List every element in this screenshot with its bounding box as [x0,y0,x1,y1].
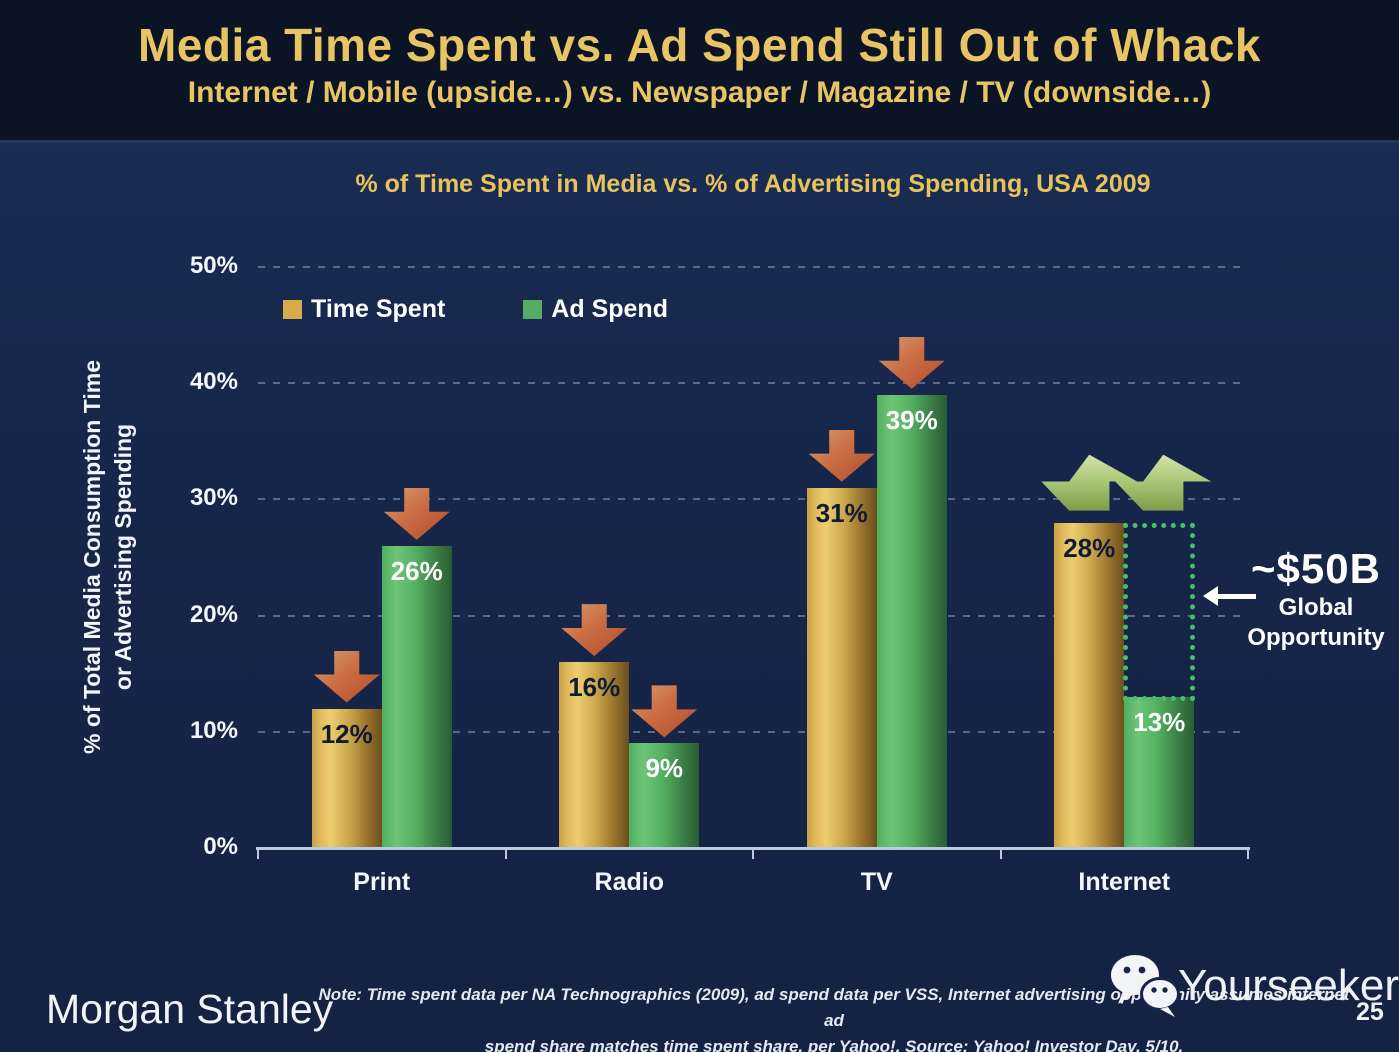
y-tick-label: 20% [189,600,238,628]
x-category-label-internet: Internet [1078,868,1171,896]
down-arrow-icon [631,685,698,738]
bar-time-spent-radio: 16% [559,662,630,848]
watermark: Yourseeker [1108,952,1399,1020]
opportunity-dotted-box [1123,522,1196,701]
bar-value-label: 26% [390,555,443,586]
gridline-40 [258,382,1248,385]
brand-logo: Morgan Stanley [46,986,334,1032]
bar-value-label: 9% [645,753,684,784]
opportunity-caption-line2: Opportunity [1247,624,1385,651]
bar-time-spent-tv: 31% [806,487,877,848]
chart-title: % of Time Spent in Media vs. % of Advert… [355,170,1151,198]
y-tick-label: 30% [189,484,238,512]
x-category-label-radio: Radio [594,868,664,896]
slide-header: Media Time Spent vs. Ad Spend Still Out … [0,0,1399,143]
bar-value-label: 39% [885,404,938,435]
source-note-line2: spend share matches time spent share, pe… [484,1037,1184,1052]
down-arrow-icon [313,650,380,703]
legend-item-time-spent: Time Spent [283,295,445,324]
gridline-50 [258,266,1248,268]
opportunity-annotation: ~$50B Global Opportunity [1237,545,1395,653]
axis-tick [257,850,259,859]
slide-subtitle: Internet / Mobile (upside…) vs. Newspape… [187,76,1212,109]
axis-tick [999,850,1002,859]
axis-tick [752,850,754,859]
slide-title: Media Time Spent vs. Ad Spend Still Out … [137,19,1262,71]
chart-legend: Time Spent Ad Spend [283,295,668,324]
bar-ad-spend-tv: 39% [876,394,947,848]
bar-value-label: 12% [320,718,373,749]
time-spent-swatch-icon [283,300,302,319]
page-number: 25 [1356,998,1384,1026]
bar-ad-spend-internet: 13% [1124,696,1195,848]
y-axis-title: % of Total Media Consumption Time or Adv… [77,360,139,754]
y-tick-label: 0% [203,833,238,860]
axis-tick [1247,850,1249,859]
bar-ad-spend-radio: 9% [629,743,700,848]
down-arrow-icon [561,604,628,657]
y-axis-title-line2: or Advertising Spending [110,423,136,691]
bar-time-spent-print: 12% [311,708,382,848]
axis-tick [504,850,507,859]
x-category-label-print: Print [353,868,411,896]
bar-value-label: 28% [1063,532,1116,563]
legend-label-ad-spend: Ad Spend [551,295,668,323]
bar-ad-spend-print: 26% [381,545,452,848]
legend-item-ad-spend: Ad Spend [523,295,668,324]
ad-spend-swatch-icon [523,300,543,319]
source-note: Note: Time spent data per NA Technograph… [318,982,1350,1052]
bar-time-spent-internet: 28% [1054,522,1125,848]
left-arrow-icon [1203,586,1256,606]
y-tick-label: 40% [189,368,238,396]
x-axis-line [256,847,1250,850]
gridline-20 [258,614,1248,617]
opportunity-amount: ~$50B [1251,545,1381,592]
gridline-30 [258,498,1248,501]
y-tick-label: 10% [189,716,238,744]
plot-area: 0% 10% 20% 30% 40% 50% 12% 16% 31% 28% 26% 9% 39% 13%… [190,252,1250,896]
bar-value-label: 13% [1133,706,1186,737]
bar-value-label: 16% [568,672,621,703]
x-category-label-tv: TV [860,868,893,896]
y-tick-label: 50% [189,252,238,279]
wechat-icon [1111,955,1180,1017]
watermark-text: Yourseeker [1178,961,1399,1010]
up-arrow-icon [1115,454,1212,511]
down-arrow-icon [383,487,450,540]
gridline-10 [258,730,1248,733]
bar-value-label: 31% [815,497,868,528]
y-axis-title-line1: % of Total Media Consumption Time [79,360,105,754]
down-arrow-icon [808,429,875,482]
legend-label-time-spent: Time Spent [311,295,446,323]
opportunity-caption-line1: Global [1278,594,1354,621]
source-note-line1: Note: Time spent data per NA Technograph… [318,985,1350,1030]
down-arrow-icon [878,336,945,389]
